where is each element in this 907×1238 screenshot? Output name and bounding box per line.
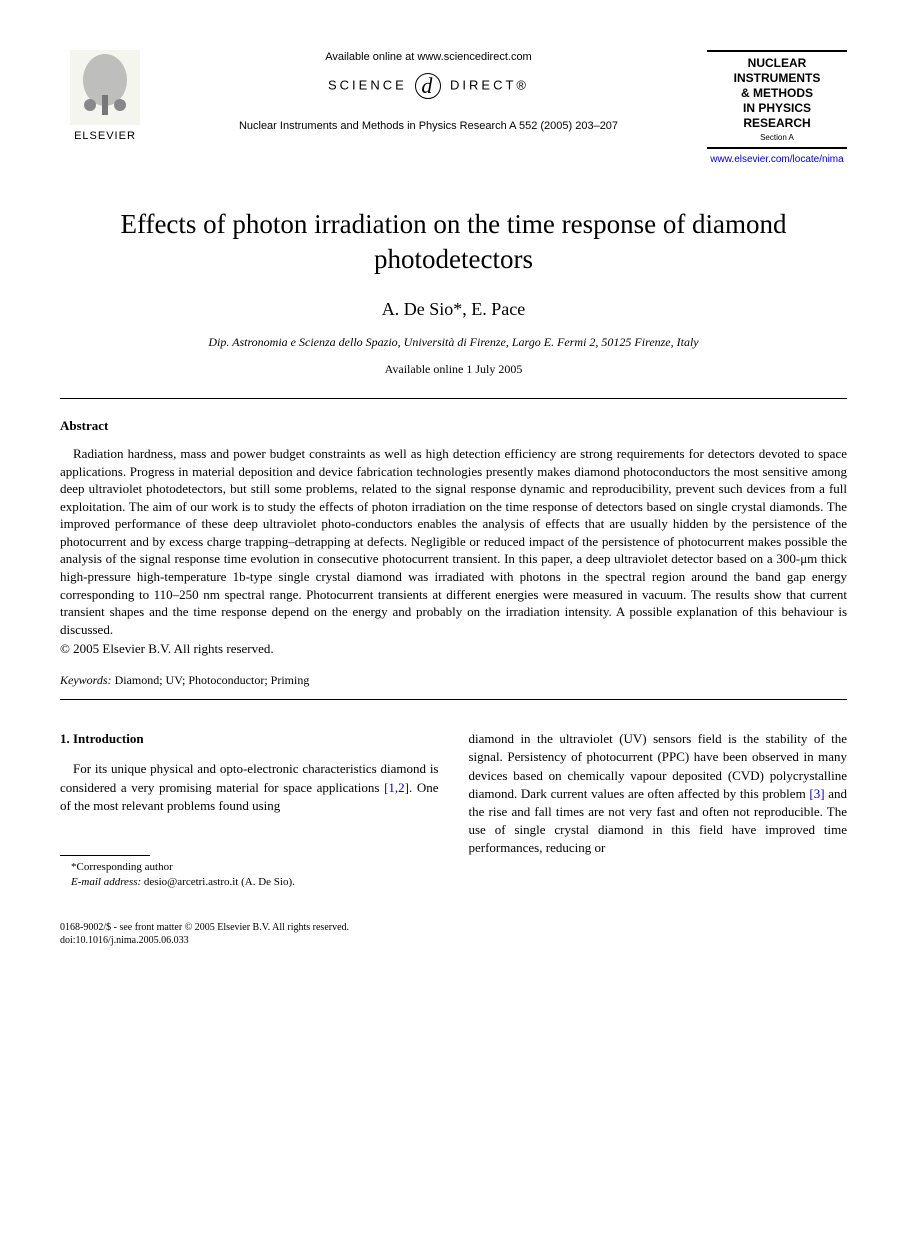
direct-text: DIRECT® — [450, 78, 529, 93]
center-header: Available online at www.sciencedirect.co… — [150, 50, 707, 135]
citation-3[interactable]: [3] — [809, 786, 824, 801]
abstract-text: Radiation hardness, mass and power budge… — [60, 445, 847, 638]
abstract-heading: Abstract — [60, 417, 847, 435]
journal-line1: NUCLEAR — [709, 56, 845, 71]
journal-title-box: NUCLEAR INSTRUMENTS & METHODS IN PHYSICS… — [707, 50, 847, 149]
header-row: ELSEVIER Available online at www.science… — [60, 50, 847, 167]
available-date: Available online 1 July 2005 — [60, 361, 847, 378]
front-matter: 0168-9002/$ - see front matter © 2005 El… — [60, 921, 847, 934]
column-left: 1. Introduction For its unique physical … — [60, 730, 439, 891]
keywords-label: Keywords: — [60, 673, 112, 687]
science-direct-logo: SCIENCE d DIRECT® — [160, 73, 697, 99]
journal-line4: IN PHYSICS — [709, 101, 845, 116]
bottom-info: 0168-9002/$ - see front matter © 2005 El… — [60, 921, 847, 947]
article-title: Effects of photon irradiation on the tim… — [80, 207, 827, 277]
footnote-email: E-mail address: desio@arcetri.astro.it (… — [60, 875, 439, 890]
intro-para-1: For its unique physical and opto-electro… — [60, 760, 439, 815]
sciencedirect-d-icon: d — [415, 73, 441, 99]
authors: A. De Sio*, E. Pace — [60, 297, 847, 322]
keywords-text: Diamond; UV; Photoconductor; Priming — [112, 673, 310, 687]
science-text: SCIENCE — [328, 78, 407, 93]
doi: doi:10.1016/j.nima.2005.06.033 — [60, 934, 847, 947]
elsevier-label: ELSEVIER — [60, 129, 150, 144]
body-columns: 1. Introduction For its unique physical … — [60, 730, 847, 891]
journal-section: Section A — [709, 133, 845, 143]
keywords: Keywords: Diamond; UV; Photoconductor; P… — [60, 672, 847, 689]
elsevier-tree-icon — [70, 50, 140, 125]
divider-top — [60, 398, 847, 399]
citation-1-2[interactable]: [1,2] — [384, 780, 409, 795]
footnote-email-value: desio@arcetri.astro.it (A. De Sio). — [141, 876, 295, 888]
section-1-heading: 1. Introduction — [60, 730, 439, 748]
affiliation: Dip. Astronomia e Scienza dello Spazio, … — [60, 334, 847, 351]
col2-text-1: diamond in the ultraviolet (UV) sensors … — [469, 731, 848, 801]
journal-reference: Nuclear Instruments and Methods in Physi… — [160, 119, 697, 134]
copyright: © 2005 Elsevier B.V. All rights reserved… — [60, 640, 847, 658]
journal-box: NUCLEAR INSTRUMENTS & METHODS IN PHYSICS… — [707, 50, 847, 167]
footnote-email-label: E-mail address: — [71, 876, 141, 888]
footnote-rule — [60, 855, 150, 856]
journal-line2: INSTRUMENTS — [709, 71, 845, 86]
journal-line5: RESEARCH — [709, 116, 845, 131]
journal-url[interactable]: www.elsevier.com/locate/nima — [707, 153, 847, 167]
journal-line3: & METHODS — [709, 86, 845, 101]
intro-para-2: diamond in the ultraviolet (UV) sensors … — [469, 730, 848, 857]
footnote-corresponding: *Corresponding author — [60, 860, 439, 875]
available-online-text: Available online at www.sciencedirect.co… — [160, 50, 697, 65]
elsevier-logo: ELSEVIER — [60, 50, 150, 144]
divider-bottom — [60, 699, 847, 700]
column-right: diamond in the ultraviolet (UV) sensors … — [469, 730, 848, 891]
intro-text-1: For its unique physical and opto-electro… — [60, 761, 439, 794]
